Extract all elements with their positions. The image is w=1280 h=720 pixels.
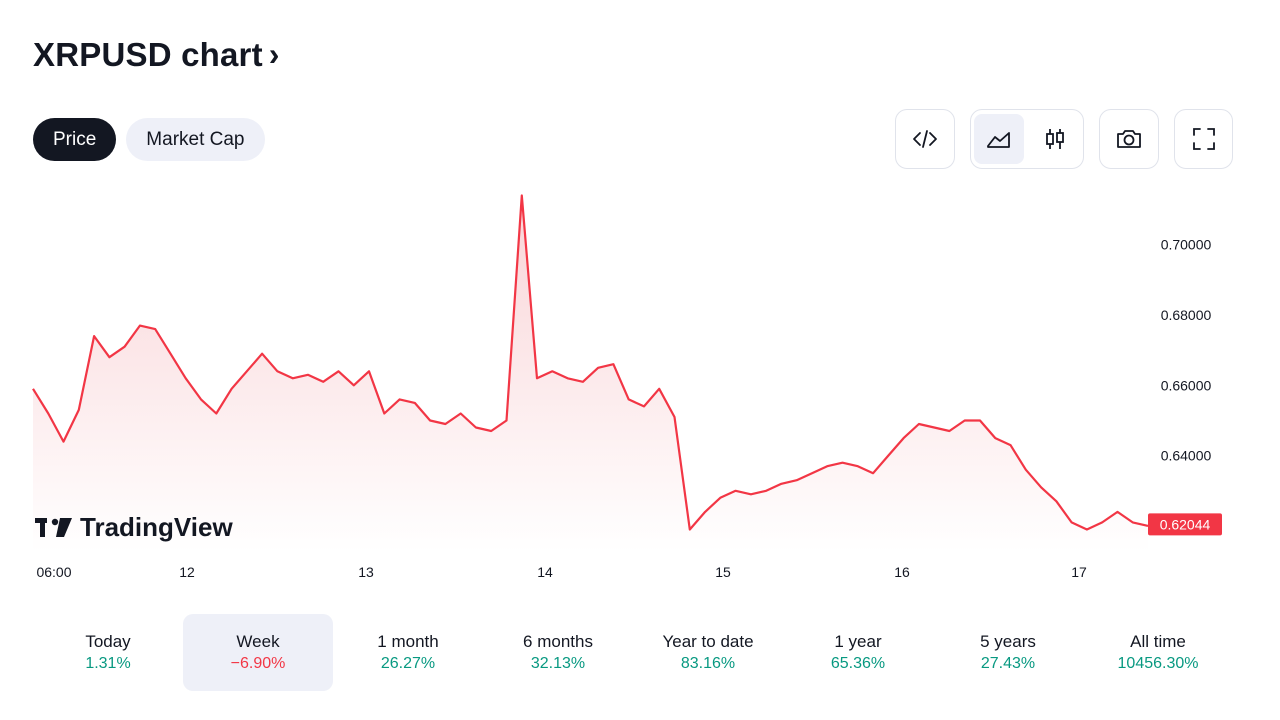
chevron-right-icon: › (268, 36, 280, 72)
x-tick-label: 14 (537, 564, 553, 580)
period-label: Today (85, 632, 131, 651)
chart-mode-tabs: Price Market Cap (33, 118, 265, 161)
period-label: Week (236, 632, 280, 651)
period-today[interactable]: Today 1.31% (33, 614, 183, 691)
fullscreen-icon (1192, 128, 1215, 150)
area-style-button[interactable] (974, 114, 1024, 164)
price-line (32, 194, 1149, 531)
code-icon (913, 130, 937, 148)
candlestick-icon (1046, 129, 1064, 149)
period-year-to-date[interactable]: Year to date 83.16% (633, 614, 783, 691)
period-1-month[interactable]: 1 month 26.27% (333, 614, 483, 691)
period-label: 1 month (377, 632, 439, 651)
camera-icon (1117, 130, 1141, 148)
period-change: 10456.30% (1117, 655, 1199, 672)
y-tick-label: 0.66000 (1161, 377, 1212, 393)
chart-style-group (970, 109, 1084, 169)
period-6-months[interactable]: 6 months 32.13% (483, 614, 633, 691)
period-change: 32.13% (530, 655, 586, 672)
fullscreen-button[interactable] (1174, 109, 1233, 169)
page-title: XRPUSD chart (33, 36, 263, 73)
price-chart[interactable]: 0.70000 0.68000 0.66000 0.64000 06:00 12 13 14… (0, 180, 1280, 590)
price-chart-svg[interactable]: 0.70000 0.68000 0.66000 0.64000 06:00 12 13 14… (0, 180, 1280, 590)
x-tick-label: 16 (894, 564, 910, 580)
watermark-text: TradingView (80, 512, 233, 542)
area-chart-icon (987, 132, 1010, 148)
period-5-years[interactable]: 5 years 27.43% (933, 614, 1083, 691)
period-change: 83.16% (680, 655, 736, 672)
period-week[interactable]: Week −6.90% (183, 614, 333, 691)
period-change: 65.36% (830, 655, 886, 672)
period-change: −6.90% (230, 655, 286, 672)
tradingview-watermark: TradingView (35, 512, 233, 542)
x-tick-label: 15 (715, 564, 731, 580)
period-all-time[interactable]: All time 10456.30% (1083, 614, 1233, 691)
candles-style-button[interactable] (1030, 114, 1080, 164)
period-change: 27.43% (980, 655, 1036, 672)
period-change: 26.27% (380, 655, 436, 672)
period-change: 1.31% (85, 655, 131, 672)
x-tick-label: 06:00 (36, 564, 71, 580)
period-selector: Today 1.31% Week −6.90% 1 month 26.27% 6 month… (33, 614, 1233, 691)
svg-text:0.62044: 0.62044 (1160, 516, 1211, 532)
last-price-label: 0.62044 (1148, 513, 1222, 536)
x-tick-label: 17 (1071, 564, 1087, 580)
embed-button[interactable] (895, 109, 955, 169)
tradingview-logo (35, 518, 72, 537)
period-label: 6 months (523, 632, 593, 651)
y-tick-label: 0.68000 (1161, 307, 1212, 323)
period-1-year[interactable]: 1 year 65.36% (783, 614, 933, 691)
period-label: All time (1130, 632, 1186, 651)
x-tick-label: 12 (179, 564, 195, 580)
y-tick-label: 0.64000 (1161, 448, 1212, 464)
y-tick-label: 0.70000 (1161, 237, 1212, 253)
period-label: 1 year (834, 632, 882, 651)
tab-market-cap[interactable]: Market Cap (126, 118, 265, 161)
chart-title-link[interactable]: XRPUSD chart › (33, 36, 279, 74)
tab-price[interactable]: Price (33, 118, 117, 161)
period-label: Year to date (662, 632, 754, 651)
price-area-fill (33, 195, 1148, 552)
period-label: 5 years (980, 632, 1036, 651)
x-tick-label: 13 (358, 564, 374, 580)
snapshot-button[interactable] (1099, 109, 1159, 169)
